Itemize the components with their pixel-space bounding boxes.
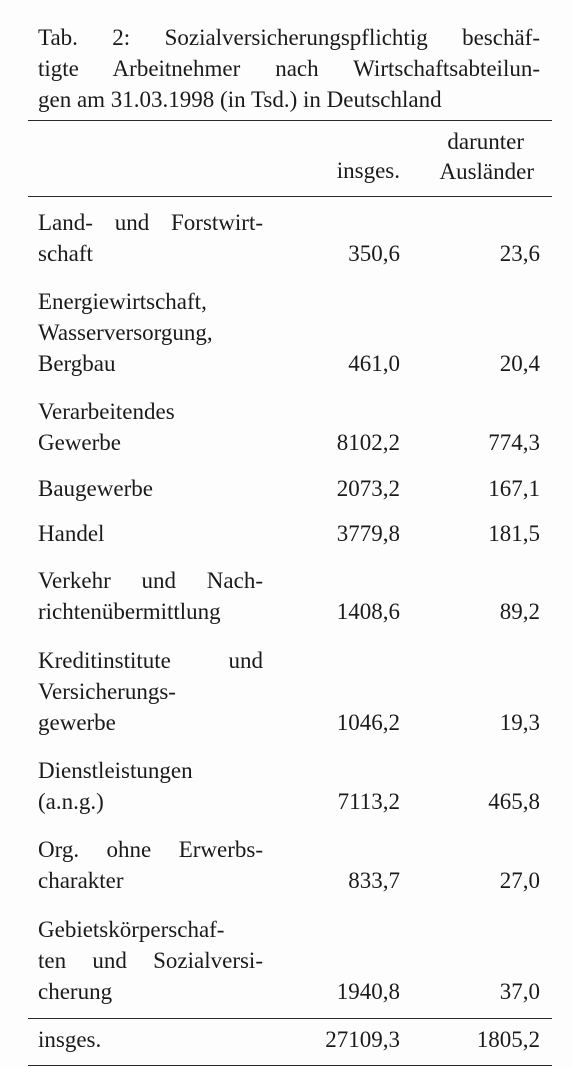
row-label-line: Dienstleistungen bbox=[38, 758, 193, 783]
row-label: Land- und Forstwirt-schaft bbox=[38, 207, 263, 269]
row-label-line: Baugewerbe bbox=[38, 476, 153, 501]
caption-line-1: Tab. 2: Sozialversicherungspflichtig bes… bbox=[38, 25, 540, 50]
row-total-value: 461,0 bbox=[348, 351, 400, 376]
bottom-rule bbox=[28, 1065, 552, 1066]
row-label-line: schaft bbox=[38, 241, 93, 266]
row-total-value: 8102,2 bbox=[336, 430, 400, 455]
row-label-line: Wasserversorgung, bbox=[38, 320, 213, 345]
row-label-line: Gebietskörperschaf- bbox=[38, 917, 225, 942]
row-foreign-value: 20,4 bbox=[499, 351, 540, 376]
row-label-line: (a.n.g.) bbox=[38, 789, 104, 814]
row-foreign-value: 167,1 bbox=[488, 476, 540, 501]
row-label: Gebietskörperschaf-ten und Sozialversi-c… bbox=[38, 914, 263, 1007]
column-header-total: insges. bbox=[336, 158, 400, 183]
row-foreign-value: 37,0 bbox=[499, 979, 540, 1004]
row-label: Kreditinstitute und Versicherungs-gewerbe bbox=[38, 645, 263, 738]
row-foreign-value: 23,6 bbox=[499, 241, 540, 266]
row-label: Verarbeitendes Gewerbe bbox=[38, 396, 263, 458]
row-foreign-value: 89,2 bbox=[499, 599, 540, 624]
row-foreign-value: 181,5 bbox=[488, 521, 540, 546]
row-label-line: Verkehr und Nach- bbox=[38, 568, 263, 593]
row-total-value: 1408,6 bbox=[336, 599, 400, 624]
row-label-line: Kreditinstitute und bbox=[38, 648, 263, 673]
row-label: Org. ohne Erwerbs-charakter bbox=[38, 834, 263, 896]
row-total-value: 1940,8 bbox=[336, 979, 400, 1004]
row-total-value: 7113,2 bbox=[337, 789, 400, 814]
column-header-foreign: darunter Ausländer bbox=[394, 127, 534, 187]
table-caption: Tab. 2: Sozialversicherungspflichtig bes… bbox=[38, 22, 540, 115]
top-rule bbox=[28, 120, 552, 121]
row-label-line: cherung bbox=[38, 979, 113, 1004]
row-total-value: 350,6 bbox=[348, 241, 400, 266]
total-row-total-value: 27109,3 bbox=[325, 1027, 400, 1052]
row-label-line: Verarbeitendes bbox=[38, 399, 175, 424]
row-total-value: 833,7 bbox=[348, 868, 400, 893]
row-label: Verkehr und Nach-richtenübermittlung bbox=[38, 565, 263, 627]
row-label-line: Versicherungs- bbox=[38, 679, 176, 704]
row-label-line: Org. ohne Erwerbs- bbox=[38, 837, 263, 862]
row-total-value: 3779,8 bbox=[336, 521, 400, 546]
row-foreign-value: 774,3 bbox=[488, 430, 540, 455]
row-foreign-value: 19,3 bbox=[499, 710, 540, 735]
row-foreign-value: 465,8 bbox=[488, 789, 540, 814]
row-label-line: Gewerbe bbox=[38, 430, 122, 455]
row-label-line: ten und Sozialversi- bbox=[38, 948, 263, 973]
caption-line-3: gen am 31.03.1998 (in Tsd.) in Deutschla… bbox=[38, 87, 442, 112]
column-header-foreign-line-2: Ausländer bbox=[439, 159, 534, 184]
row-label-line: Energiewirtschaft, bbox=[38, 289, 207, 314]
row-total-value: 2073,2 bbox=[336, 476, 400, 501]
total-row-foreign-value: 1805,2 bbox=[476, 1027, 540, 1052]
caption-line-2: tigte Arbeitnehmer nach Wirtschaftsabtei… bbox=[38, 56, 540, 81]
column-header-foreign-line-1: darunter bbox=[447, 129, 524, 154]
row-label-line: gewerbe bbox=[38, 710, 116, 735]
row-label: Dienstleistungen (a.n.g.) bbox=[38, 755, 263, 817]
row-label-line: charakter bbox=[38, 868, 124, 893]
row-label: Energiewirtschaft, Wasserversorgung, Bergb… bbox=[38, 286, 263, 379]
row-label-line: richtenübermittlung bbox=[38, 599, 221, 624]
total-row-label: insges. bbox=[38, 1027, 102, 1052]
row-label: Handel bbox=[38, 518, 263, 549]
row-label-line: Land- und Forstwirt- bbox=[38, 210, 263, 235]
row-foreign-value: 27,0 bbox=[499, 868, 540, 893]
row-label: Baugewerbe bbox=[38, 473, 263, 504]
row-label-line: Handel bbox=[38, 521, 105, 546]
total-rule bbox=[28, 1018, 552, 1019]
row-total-value: 1046,2 bbox=[336, 710, 400, 735]
header-rule bbox=[28, 196, 552, 197]
row-label-line: Bergbau bbox=[38, 351, 116, 376]
